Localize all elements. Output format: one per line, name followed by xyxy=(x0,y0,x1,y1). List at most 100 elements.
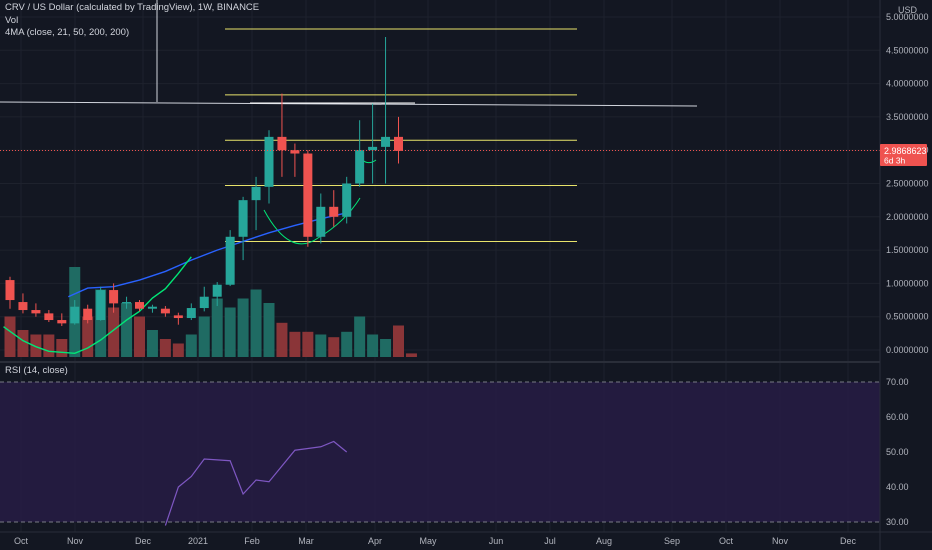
time-axis[interactable]: Oct Nov Dec 2021 Feb Mar Apr May Jun Jul Aug Sep Oct… xyxy=(14,536,857,546)
candle-body xyxy=(135,302,144,309)
price-tick-label: 5.0000000 xyxy=(886,12,929,22)
price-tag-value: 2.9868623 xyxy=(884,146,927,156)
time-tick-label: Jun xyxy=(489,536,504,546)
time-tick-label: Feb xyxy=(244,536,260,546)
volume-bar xyxy=(302,331,314,357)
volume-bar xyxy=(95,289,107,357)
volume-bar xyxy=(315,334,327,357)
ma-line-ma50 xyxy=(3,256,192,355)
volume-bar xyxy=(380,339,392,357)
candlesticks[interactable] xyxy=(5,36,404,327)
price-tick-label: 3.5000000 xyxy=(886,112,929,122)
rsi-tick-label: 60.00 xyxy=(886,412,909,422)
volume-bar xyxy=(121,303,133,357)
time-tick-label: Dec xyxy=(840,536,857,546)
currency-label: USD xyxy=(898,5,918,15)
candle-body xyxy=(83,308,93,321)
volume-bar xyxy=(134,316,145,357)
volume-bar xyxy=(354,316,366,357)
rsi-tick-label: 70.00 xyxy=(886,377,909,387)
moving-averages xyxy=(3,212,347,355)
volume-bar xyxy=(237,298,249,357)
volume-bar xyxy=(108,307,120,357)
candle-body xyxy=(96,290,106,321)
time-tick-label: Oct xyxy=(719,536,734,546)
volume-bar xyxy=(185,334,197,357)
time-tick-label: Aug xyxy=(596,536,612,546)
volume-bar xyxy=(198,316,210,357)
volume-bar xyxy=(4,316,16,357)
time-tick-label: Oct xyxy=(14,536,29,546)
candle-body xyxy=(368,146,378,151)
candle-body xyxy=(70,306,80,324)
volume-bar xyxy=(17,330,29,357)
candle-body xyxy=(173,315,183,319)
time-tick-label: Jul xyxy=(544,536,556,546)
rsi-tick-label: 50.00 xyxy=(886,447,909,457)
candle-body xyxy=(290,150,300,154)
volume-bar xyxy=(159,339,171,357)
rsi-pane[interactable] xyxy=(0,381,880,526)
volume-bar xyxy=(393,325,404,357)
time-tick-label: Nov xyxy=(772,536,789,546)
candle-body xyxy=(381,136,391,147)
volume-bar xyxy=(43,334,55,357)
rsi-tick-label: 30.00 xyxy=(886,517,909,527)
candle-body xyxy=(394,136,403,151)
volume-bar xyxy=(328,337,340,357)
price-tick-label: 1.5000000 xyxy=(886,245,929,255)
volume-bars xyxy=(4,267,417,357)
price-tick-label: 0.5000000 xyxy=(886,312,929,322)
candle-body xyxy=(264,136,274,187)
trend-line xyxy=(0,101,698,107)
candle-body xyxy=(329,206,339,217)
rsi-legend: RSI (14, close) xyxy=(5,365,68,376)
candle-body xyxy=(44,313,54,321)
rsi-band xyxy=(0,382,880,522)
time-tick-label: Nov xyxy=(67,536,84,546)
price-axis-bg xyxy=(880,0,932,550)
volume-bar xyxy=(224,307,236,357)
volume-bar xyxy=(341,331,353,357)
price-tick-label: 4.0000000 xyxy=(886,79,929,89)
candle-body xyxy=(122,302,132,304)
volume-bar xyxy=(276,322,288,357)
candle-body xyxy=(186,308,196,319)
candle-body xyxy=(109,290,119,304)
candle-body xyxy=(160,308,170,314)
time-tick-label: May xyxy=(419,536,437,546)
candle-body xyxy=(277,136,287,151)
ma-line-ma21 xyxy=(67,212,347,298)
time-tick-label: Apr xyxy=(368,536,382,546)
candle-body xyxy=(238,200,248,237)
rsi-tick-label: 40.00 xyxy=(886,482,909,492)
time-tick-label: Sep xyxy=(664,536,680,546)
candle-body xyxy=(355,150,365,184)
candle-body xyxy=(303,153,313,237)
volume-bar xyxy=(250,289,262,357)
candle-body xyxy=(251,186,261,201)
price-tick-label: 1.0000000 xyxy=(886,278,929,288)
price-tag: 2.9868623 6d 3h xyxy=(880,144,927,166)
candle-body xyxy=(147,306,157,309)
volume-bar xyxy=(263,303,275,357)
vol-legend: Vol xyxy=(5,15,19,26)
rsi-axis[interactable]: 70.00 60.00 50.00 40.00 30.00 xyxy=(886,377,909,527)
candle-body xyxy=(57,320,67,324)
candle-body xyxy=(18,302,28,311)
volume-bar xyxy=(146,330,158,357)
price-tag-countdown: 6d 3h xyxy=(884,156,906,166)
volume-bar xyxy=(367,334,379,357)
time-tick-label: Mar xyxy=(298,536,314,546)
volume-bar xyxy=(211,298,223,357)
ma-legend: 4MA (close, 21, 50, 200, 200) xyxy=(5,27,130,38)
volume-bar xyxy=(405,353,417,357)
candle-body xyxy=(342,183,352,217)
candle-body xyxy=(31,310,41,314)
volume-bar xyxy=(172,343,184,357)
candle-body xyxy=(212,284,222,297)
price-tick-label: 2.5000000 xyxy=(886,179,929,189)
price-tick-label: 0.0000000 xyxy=(886,345,929,355)
candle-body xyxy=(5,280,15,301)
